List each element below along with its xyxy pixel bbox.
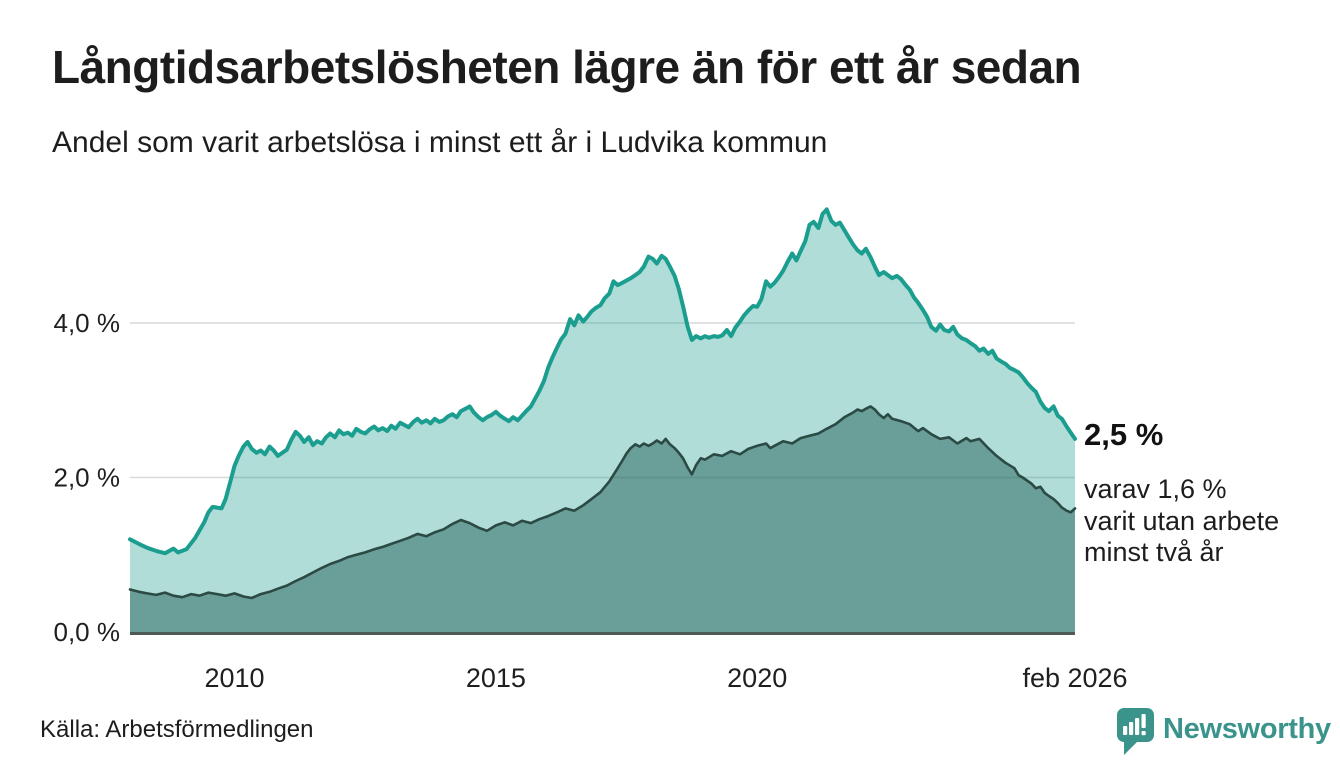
x-tick-label: 2015 (466, 663, 526, 693)
latest-detail-annotation: varav 1,6 % varit utan arbete minst två … (1084, 474, 1279, 569)
series-area-minst-ett-ar (130, 209, 1075, 632)
detail-line: varit utan arbete (1084, 505, 1280, 536)
series-line-minst-tva-ar (128, 405, 1077, 600)
brand-name: Newsworthy (1163, 713, 1331, 745)
x-tick-label: feb 2026 (1022, 663, 1127, 693)
page-subtitle: Andel som varit arbetslösa i minst ett å… (52, 126, 828, 159)
series-line-minst-ett-ar (128, 207, 1077, 556)
brand-logo: Newsworthy (1116, 708, 1331, 756)
newsworthy-icon (1117, 708, 1154, 755)
y-tick-label: 0,0 % (54, 617, 121, 647)
series-area-minst-tva-ar (130, 406, 1075, 632)
detail-line: varav 1,6 % (1084, 474, 1227, 504)
latest-value-label: 2,5 % (1084, 417, 1164, 452)
y-tick-label: 2,0 % (54, 463, 121, 493)
detail-line: minst två år (1084, 537, 1224, 567)
y-tick-label: 4,0 % (54, 308, 121, 338)
source-label: Källa: Arbetsförmedlingen (40, 716, 314, 743)
x-tick-label: 2010 (204, 663, 264, 693)
page-title: Långtidsarbetslösheten lägre än för ett … (52, 41, 1082, 93)
x-tick-label: 2020 (727, 663, 787, 693)
